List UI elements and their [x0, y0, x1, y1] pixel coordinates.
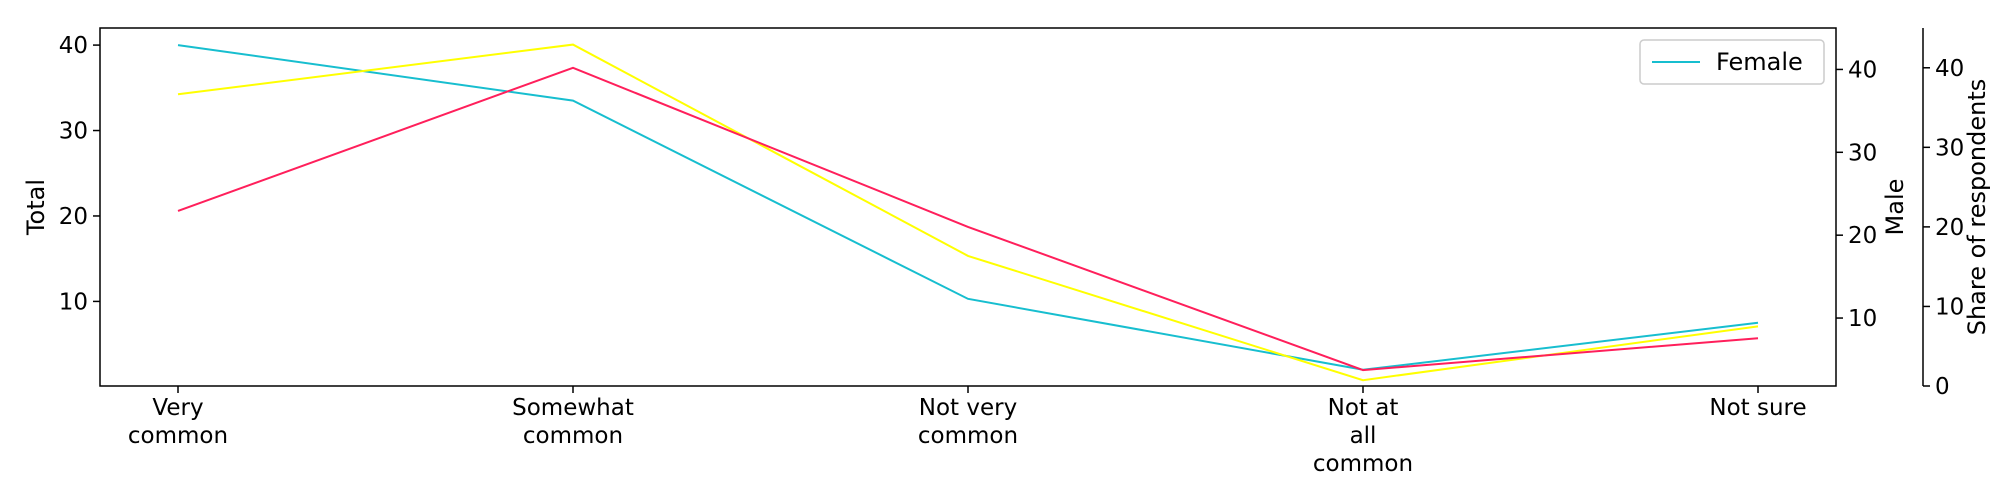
- series-line-2: [177, 43, 1759, 382]
- legend-label: Female: [1716, 48, 1803, 76]
- right2-tick-label: 30: [1935, 135, 1964, 161]
- x-tick-label: Not at all common: [1313, 395, 1413, 477]
- x-tick-label: Not very common: [918, 395, 1018, 449]
- right1-axis-title: Male: [1881, 179, 1909, 236]
- series-line-3: [177, 66, 1759, 372]
- left-tick-label: 20: [59, 204, 88, 230]
- right1-tick-label: 10: [1848, 306, 1877, 332]
- right1-tick-label: 30: [1848, 140, 1877, 166]
- x-tick-label: Somewhat common: [512, 395, 634, 449]
- x-tick-label: Very common: [128, 395, 228, 449]
- x-tick-label: Not sure: [1709, 395, 1806, 421]
- right2-tick-label: 40: [1935, 56, 1964, 82]
- series-line-1: [177, 44, 1759, 371]
- right1-tick-label: 40: [1848, 57, 1877, 83]
- left-tick-label: 30: [59, 119, 88, 145]
- right2-tick-label: 20: [1935, 215, 1964, 241]
- left-axis-title: Total: [22, 179, 50, 236]
- left-tick-label: 10: [59, 289, 88, 315]
- right2-tick-label: 0: [1935, 374, 1950, 400]
- left-tick-label: 40: [59, 33, 88, 59]
- right1-tick-label: 20: [1848, 223, 1877, 249]
- legend-box: [1639, 39, 1825, 85]
- right2-axis-title: Share of respondents: [1963, 79, 1991, 336]
- right2-tick-label: 10: [1935, 294, 1964, 320]
- plot-frame: [99, 27, 1837, 387]
